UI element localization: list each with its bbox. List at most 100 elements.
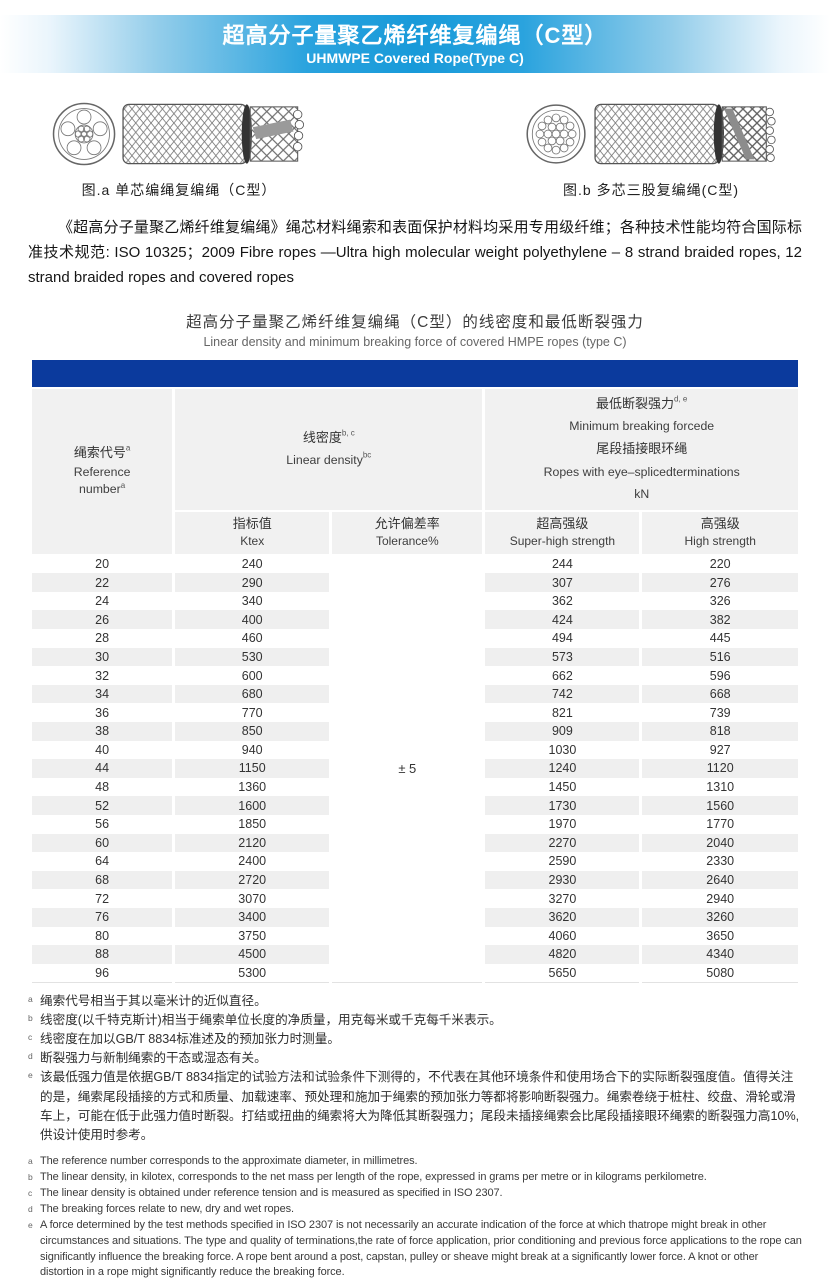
footnote-text: 断裂强力与新制绳索的干态或湿态有关。 bbox=[40, 1051, 267, 1066]
super-high-strength-cell: 1450 bbox=[482, 777, 641, 797]
document-page: { "banner": { "title_cn": "超高分子量聚乙烯纤维复编绳… bbox=[0, 15, 830, 1278]
reference-number-cell: 26 bbox=[32, 610, 174, 630]
high-strength-cell: 2040 bbox=[639, 833, 798, 853]
high-strength-cell: 5080 bbox=[639, 963, 798, 983]
footnote-marker: a bbox=[28, 993, 33, 1004]
ktex-cell: 400 bbox=[172, 610, 331, 630]
high-strength-cell: 4340 bbox=[639, 945, 798, 964]
ktex-cell: 2720 bbox=[172, 870, 331, 890]
table-row: 48 1360 1450 1310 bbox=[32, 777, 798, 797]
table-row: 26 400 424 382 bbox=[32, 610, 798, 630]
ktex-cell: 850 bbox=[172, 721, 331, 741]
ktex-cell: 340 bbox=[172, 591, 331, 611]
high-strength-cell: 2640 bbox=[639, 870, 798, 890]
table-row: 96 5300 5650 5080 bbox=[32, 963, 798, 983]
reference-number-cell: 44 bbox=[32, 759, 174, 778]
table-row: 56 1850 1970 1770 bbox=[32, 814, 798, 834]
reference-number-cell: 68 bbox=[32, 870, 174, 890]
footnote: d The breaking forces relate to new, dry … bbox=[26, 1202, 804, 1218]
header-reference-cn: 绳索代号 bbox=[73, 444, 126, 460]
reference-number-cell: 22 bbox=[32, 573, 174, 592]
footnote-marker: c bbox=[28, 1032, 33, 1043]
high-strength-cell: 2330 bbox=[639, 852, 798, 871]
ktex-cell: 1360 bbox=[172, 777, 331, 797]
reference-number-cell: 52 bbox=[32, 796, 174, 815]
high-strength-cell: 1120 bbox=[639, 759, 798, 778]
rope-illustration-b-icon bbox=[526, 103, 776, 165]
high-strength-cell: 3650 bbox=[639, 926, 798, 946]
super-high-strength-cell: 4060 bbox=[482, 926, 641, 946]
reference-number-cell: 28 bbox=[95, 631, 110, 646]
super-high-strength-cell: 3620 bbox=[482, 907, 641, 927]
footnote: b The linear density, in kilotex, corresp… bbox=[26, 1170, 804, 1186]
page-title: 超高分子量聚乙烯纤维复编绳（C型） bbox=[222, 23, 608, 48]
footnote-ref-a: a bbox=[125, 443, 131, 453]
table-row: 28 460 494 445 bbox=[32, 629, 798, 648]
reference-number-cell: 38 bbox=[32, 721, 174, 741]
ktex-cell: 2400 bbox=[172, 852, 331, 871]
high-strength-cell: 739 bbox=[639, 703, 798, 722]
table-title: 超高分子量聚乙烯纤维复编绳（C型）的线密度和最低断裂强力 Linear dens… bbox=[0, 310, 830, 349]
table-header: 绳索代号a Reference numbera 线密度b, c Linear de… bbox=[32, 388, 798, 555]
reference-number-cell: 36 bbox=[95, 705, 110, 720]
ktex-cell: 680 bbox=[172, 684, 331, 704]
ktex-cell: 3400 bbox=[172, 907, 331, 927]
high-strength-cell: 2940 bbox=[639, 889, 798, 908]
reference-number-cell: 24 bbox=[95, 594, 110, 609]
header-linear-density: 线密度b, c Linear densitybc bbox=[172, 388, 484, 512]
table-row: 64 2400 2590 2330 bbox=[32, 852, 798, 871]
table-row: 40 940 1030 927 bbox=[32, 740, 798, 760]
super-high-strength-cell: 909 bbox=[482, 721, 641, 741]
super-high-strength-cell: 5650 bbox=[482, 963, 641, 983]
table-body: 20 240 ± 5 244 220 22 290 307 276 24 340 362 326 26 40… bbox=[32, 553, 798, 983]
header-min-breaking-force: 最低断裂强力d, e Minimum breaking forcede 尾段插接… bbox=[482, 388, 798, 512]
footnote-marker: e bbox=[28, 1219, 33, 1230]
footnote: e A force determined by the test methods … bbox=[26, 1218, 804, 1281]
ktex-cell: 1600 bbox=[172, 796, 331, 815]
high-strength-cell: 3260 bbox=[639, 907, 798, 927]
title-banner: 超高分子量聚乙烯纤维复编绳（C型） UHMWPE Covered Rope(Ty… bbox=[0, 15, 830, 73]
high-strength-cell: 1310 bbox=[639, 777, 798, 797]
reference-number-cell: 34 bbox=[32, 684, 174, 704]
reference-number-cell: 48 bbox=[95, 780, 110, 795]
reference-number-cell: 76 bbox=[32, 907, 174, 927]
high-strength-cell: 326 bbox=[639, 591, 798, 611]
header-high-strength: 高强级 High strength bbox=[639, 510, 798, 555]
ktex-cell: 1850 bbox=[172, 814, 331, 834]
super-high-strength-cell: 1970 bbox=[482, 814, 641, 834]
table-row: 38 850 909 818 bbox=[32, 721, 798, 741]
footnote-marker: d bbox=[28, 1203, 33, 1214]
footnote-marker: d bbox=[28, 1051, 33, 1062]
reference-number-cell: 56 bbox=[95, 817, 110, 832]
header-tolerance: 允许偏差率 Tolerance% bbox=[329, 510, 484, 555]
reference-number-cell: 20 bbox=[32, 553, 174, 574]
ktex-cell: 2120 bbox=[172, 833, 331, 853]
ktex-cell: 5300 bbox=[172, 963, 331, 983]
super-high-strength-cell: 2270 bbox=[482, 833, 641, 853]
table-row: 24 340 362 326 bbox=[32, 591, 798, 611]
table-row: 68 2720 2930 2640 bbox=[32, 870, 798, 890]
footnote-marker: b bbox=[28, 1171, 33, 1182]
table-row: 80 3750 4060 3650 bbox=[32, 926, 798, 946]
table-row: 34 680 742 668 bbox=[32, 684, 798, 704]
footnote: b 线密度(以千特克斯计)相当于绳索单位长度的净质量，用克每米或千克每千米表示。 bbox=[26, 1011, 804, 1030]
ktex-cell: 240 bbox=[172, 553, 331, 574]
super-high-strength-cell: 821 bbox=[482, 703, 641, 722]
reference-number-cell: 64 bbox=[95, 854, 110, 869]
super-high-strength-cell: 742 bbox=[482, 684, 641, 704]
tolerance-cell: ± 5 bbox=[329, 553, 484, 983]
high-strength-cell: 1770 bbox=[639, 814, 798, 834]
figures-row: 图.a 单芯编绳复编绳（C型） bbox=[0, 95, 830, 200]
super-high-strength-cell: 1730 bbox=[482, 796, 641, 815]
footnote-text: The linear density, in kilotex, correspo… bbox=[40, 1170, 707, 1183]
footnote-marker: a bbox=[28, 1155, 33, 1166]
reference-number-cell: 32 bbox=[95, 668, 110, 683]
reference-number-cell: 60 bbox=[32, 833, 174, 853]
table-row: 20 240 ± 5 244 220 bbox=[32, 553, 798, 983]
high-strength-cell: 818 bbox=[639, 721, 798, 741]
spec-table: 绳索代号a Reference numbera 线密度b, c Linear de… bbox=[32, 388, 798, 983]
ktex-cell: 3070 bbox=[172, 889, 331, 908]
footnote: a 绳索代号相当于其以毫米计的近似直径。 bbox=[26, 992, 804, 1011]
high-strength-cell: 516 bbox=[639, 647, 798, 667]
table-title-en: Linear density and minimum breaking forc… bbox=[203, 334, 627, 349]
